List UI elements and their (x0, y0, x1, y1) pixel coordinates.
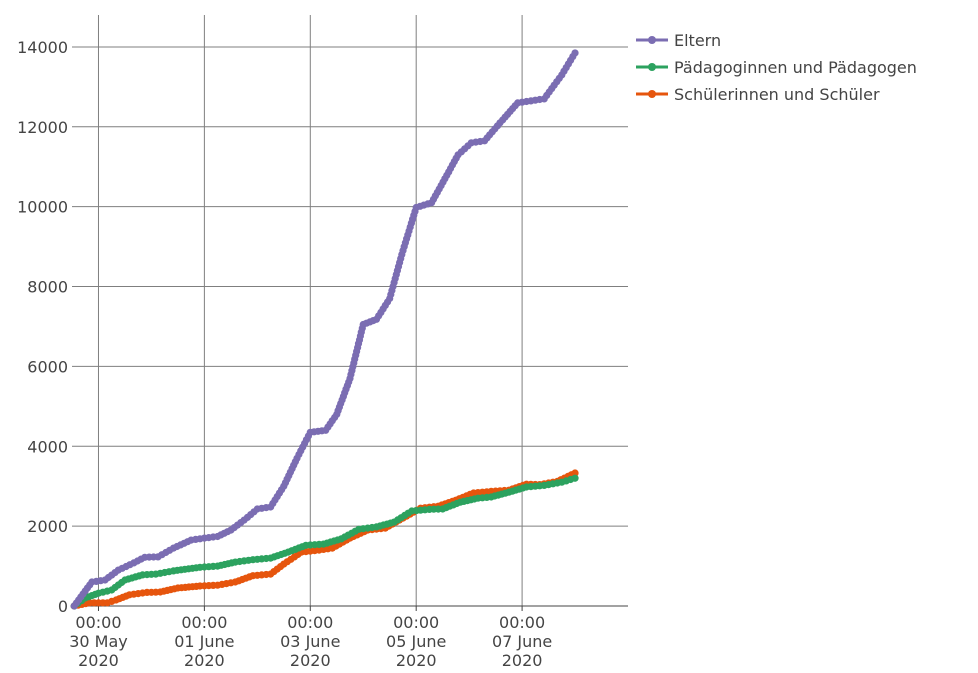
x-tick-label-line: 00:00 (181, 613, 227, 632)
series-0 (70, 49, 579, 610)
x-tick-label-line: 03 June (280, 632, 340, 651)
x-tick-label-line: 00:00 (499, 613, 545, 632)
y-tick-label: 8000 (27, 278, 68, 297)
x-tick-label-line: 2020 (290, 651, 331, 670)
legend-label: Pädagoginnen und Pädagogen (674, 58, 917, 77)
legend-label: Schülerinnen und Schüler (674, 85, 880, 104)
series-line (72, 52, 577, 607)
grid (72, 15, 628, 607)
series-layer (70, 49, 579, 610)
y-tick-label: 6000 (27, 357, 68, 376)
legend[interactable]: Eltern Pädagoginnen und Pädagogen Schüleri… (636, 31, 917, 104)
x-tick-label: 00:00 03 June 2020 (280, 613, 340, 670)
data-point (571, 469, 579, 477)
x-tick-label: 00:00 05 June 2020 (386, 613, 446, 670)
x-tick-label: 00:00 07 June 2020 (492, 613, 552, 670)
x-tick-label: 00:00 01 June 2020 (174, 613, 234, 670)
y-tick-label: 12000 (17, 118, 68, 137)
x-tick-label-line: 2020 (502, 651, 543, 670)
y-tick-label: 10000 (17, 198, 68, 217)
legend-item[interactable]: Pädagoginnen und Pädagogen (636, 58, 917, 77)
x-tick-label-line: 05 June (386, 632, 446, 651)
x-tick-label-line: 2020 (396, 651, 437, 670)
series-1 (70, 474, 579, 610)
data-point (571, 49, 579, 57)
x-tick-label-line: 07 June (492, 632, 552, 651)
y-tick-label: 0 (58, 597, 68, 616)
x-tick-label-line: 2020 (184, 651, 225, 670)
legend-swatch-marker (648, 90, 656, 98)
x-tick-label-line: 00:00 (75, 613, 121, 632)
x-tick-label-line: 01 June (174, 632, 234, 651)
legend-item[interactable]: Schülerinnen und Schüler (636, 85, 880, 104)
x-tick-label-line: 00:00 (393, 613, 439, 632)
y-tick-label: 4000 (27, 437, 68, 456)
series-2 (70, 469, 579, 610)
x-tick-label: 00:00 30 May 2020 (69, 613, 128, 670)
legend-label: Eltern (674, 31, 721, 50)
legend-item[interactable]: Eltern (636, 31, 721, 50)
y-axis: 0 2000 4000 6000 8000 10000 12000 14000 (17, 38, 68, 616)
x-tick-label-line: 30 May (69, 632, 128, 651)
legend-swatch-marker (648, 36, 656, 44)
x-tick-label-line: 00:00 (287, 613, 333, 632)
y-tick-label: 14000 (17, 38, 68, 57)
legend-swatch-marker (648, 63, 656, 71)
data-point (571, 474, 579, 482)
x-tick-label-line: 2020 (78, 651, 119, 670)
y-tick-label: 2000 (27, 517, 68, 536)
